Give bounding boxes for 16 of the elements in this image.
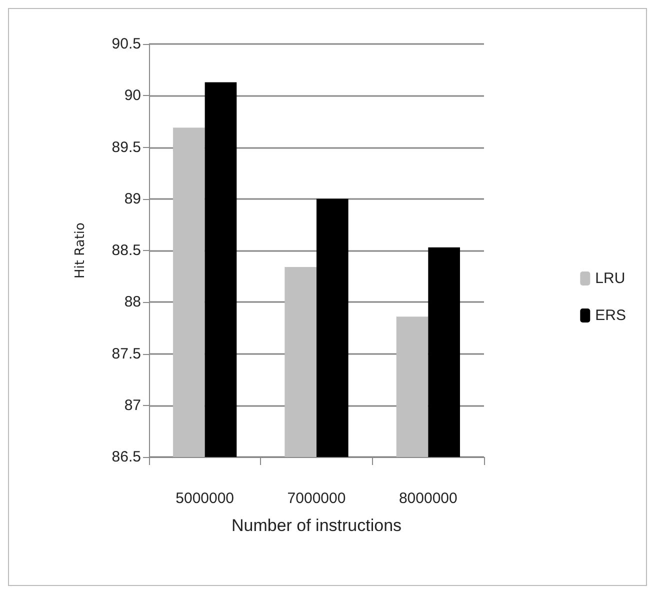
x-tick-label: 8000000 [398, 490, 458, 507]
y-tick-label: 88 [124, 294, 141, 311]
y-tick-label: 90.5 [112, 36, 141, 52]
legend-label: LRU [595, 270, 626, 287]
x-tick-label: 5000000 [176, 490, 234, 507]
y-tick-label: 90 [124, 87, 141, 104]
legend-label: ERS [595, 307, 626, 324]
y-tick-label: 89.5 [112, 138, 141, 156]
y-tick-label: 87.5 [112, 345, 141, 362]
x-tick-label: 7000000 [287, 490, 346, 507]
y-tick-label: 89 [124, 190, 141, 208]
x-axis-title: Number of instructions [231, 516, 402, 535]
y-tick-label: 86.5 [112, 448, 141, 466]
y-tick-label: 87 [124, 396, 141, 414]
y-axis-title: Hit Ratio [73, 222, 88, 278]
y-tick-label: 88.5 [112, 242, 141, 259]
